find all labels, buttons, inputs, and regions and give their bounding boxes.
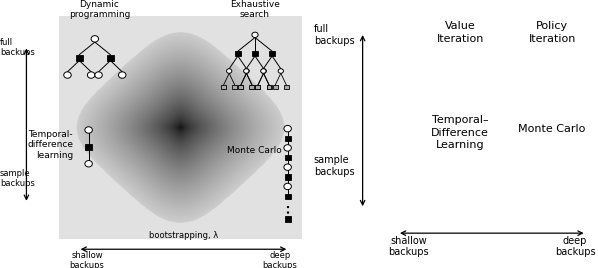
- Text: Monte Carlo: Monte Carlo: [227, 146, 282, 155]
- Bar: [252, 51, 258, 56]
- Text: Temporal-
difference
learning: Temporal- difference learning: [27, 130, 73, 160]
- Bar: [85, 144, 92, 150]
- Circle shape: [85, 127, 92, 133]
- Circle shape: [85, 161, 92, 167]
- Circle shape: [284, 125, 291, 132]
- Circle shape: [118, 72, 126, 78]
- Text: bootstrapping, λ: bootstrapping, λ: [149, 231, 218, 240]
- Bar: [239, 85, 243, 89]
- Text: Value
Iteration: Value Iteration: [437, 21, 484, 44]
- Circle shape: [261, 69, 266, 73]
- Text: shallow
backups: shallow backups: [388, 236, 429, 258]
- Bar: [235, 51, 240, 56]
- Bar: [267, 85, 271, 89]
- Bar: [255, 85, 260, 89]
- Bar: [267, 85, 271, 89]
- Circle shape: [91, 36, 99, 42]
- Bar: [284, 85, 289, 89]
- Bar: [107, 55, 114, 61]
- Circle shape: [87, 72, 95, 78]
- Circle shape: [243, 69, 249, 73]
- Text: shallow
backups: shallow backups: [69, 251, 105, 268]
- Text: Temporal–
Difference
Learning: Temporal– Difference Learning: [431, 115, 489, 150]
- Circle shape: [261, 69, 266, 73]
- Circle shape: [284, 183, 291, 190]
- Bar: [285, 155, 291, 161]
- Text: deep
backups: deep backups: [555, 236, 596, 258]
- Text: Policy
Iteration: Policy Iteration: [529, 21, 576, 44]
- Text: Monte Carlo: Monte Carlo: [518, 124, 586, 134]
- Bar: [249, 85, 254, 89]
- Bar: [221, 85, 226, 89]
- Text: full
backups: full backups: [314, 24, 355, 46]
- Circle shape: [95, 72, 102, 78]
- Bar: [256, 85, 261, 89]
- Bar: [285, 194, 291, 199]
- Bar: [76, 55, 83, 61]
- Text: sample
backups: sample backups: [314, 155, 355, 177]
- Bar: [269, 51, 275, 56]
- Circle shape: [284, 145, 291, 151]
- Bar: [250, 85, 255, 89]
- Bar: [239, 85, 243, 89]
- Circle shape: [64, 72, 71, 78]
- Bar: [273, 85, 277, 89]
- Bar: [285, 217, 291, 222]
- Bar: [285, 136, 291, 141]
- Circle shape: [252, 32, 258, 38]
- Circle shape: [284, 164, 291, 170]
- Bar: [233, 85, 237, 89]
- Text: Dynamic
programming: Dynamic programming: [69, 0, 130, 19]
- Circle shape: [278, 69, 283, 73]
- Bar: [285, 174, 291, 180]
- Text: sample
backups: sample backups: [0, 169, 35, 188]
- Circle shape: [227, 69, 232, 73]
- Circle shape: [244, 69, 249, 73]
- Text: full
backups: full backups: [0, 38, 35, 57]
- Text: deep
backups: deep backups: [263, 251, 297, 268]
- Text: Exhaustive
search: Exhaustive search: [230, 0, 280, 19]
